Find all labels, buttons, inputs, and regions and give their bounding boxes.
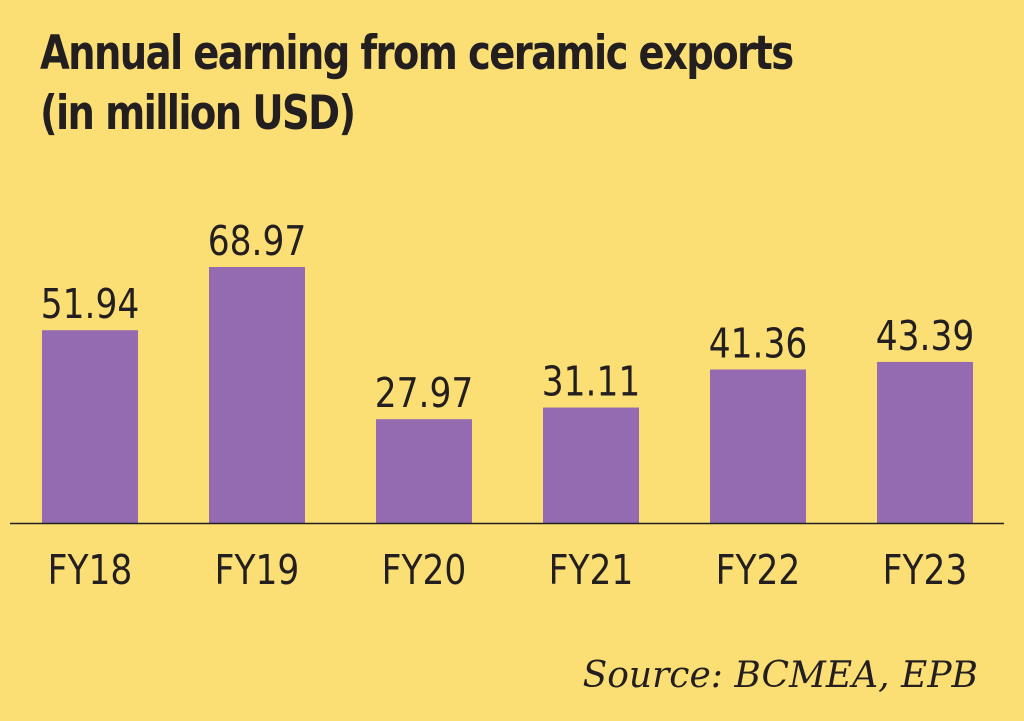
- chart-title-line-1: Annual earning from ceramic exports: [40, 26, 794, 81]
- value-label-fy22: 41.36: [709, 320, 808, 368]
- chart-title-line-2: (in million USD): [40, 86, 356, 141]
- category-label-fy21: FY21: [549, 546, 634, 594]
- bar-fy19: [209, 267, 305, 523]
- bar-fy22: [710, 369, 806, 523]
- value-label-fy20: 27.97: [375, 369, 474, 417]
- chart-title: Annual earning from ceramic exports (in …: [40, 24, 1000, 144]
- source-note: Source: BCMEA, EPB: [582, 655, 978, 696]
- bar-fy20: [376, 419, 472, 523]
- category-label-fy23: FY23: [883, 546, 968, 594]
- value-label-fy21: 31.11: [542, 358, 641, 406]
- value-label-fy18: 51.94: [41, 280, 140, 328]
- bar-fy18: [42, 330, 138, 523]
- value-label-fy19: 68.97: [208, 217, 307, 265]
- category-label-fy19: FY19: [215, 546, 300, 594]
- bar-fy23: [877, 361, 973, 523]
- category-label-fy18: FY18: [48, 546, 133, 594]
- value-label-fy23: 43.39: [876, 312, 975, 360]
- category-label-fy22: FY22: [716, 546, 801, 594]
- category-label-fy20: FY20: [382, 546, 467, 594]
- bar-fy21: [543, 407, 639, 523]
